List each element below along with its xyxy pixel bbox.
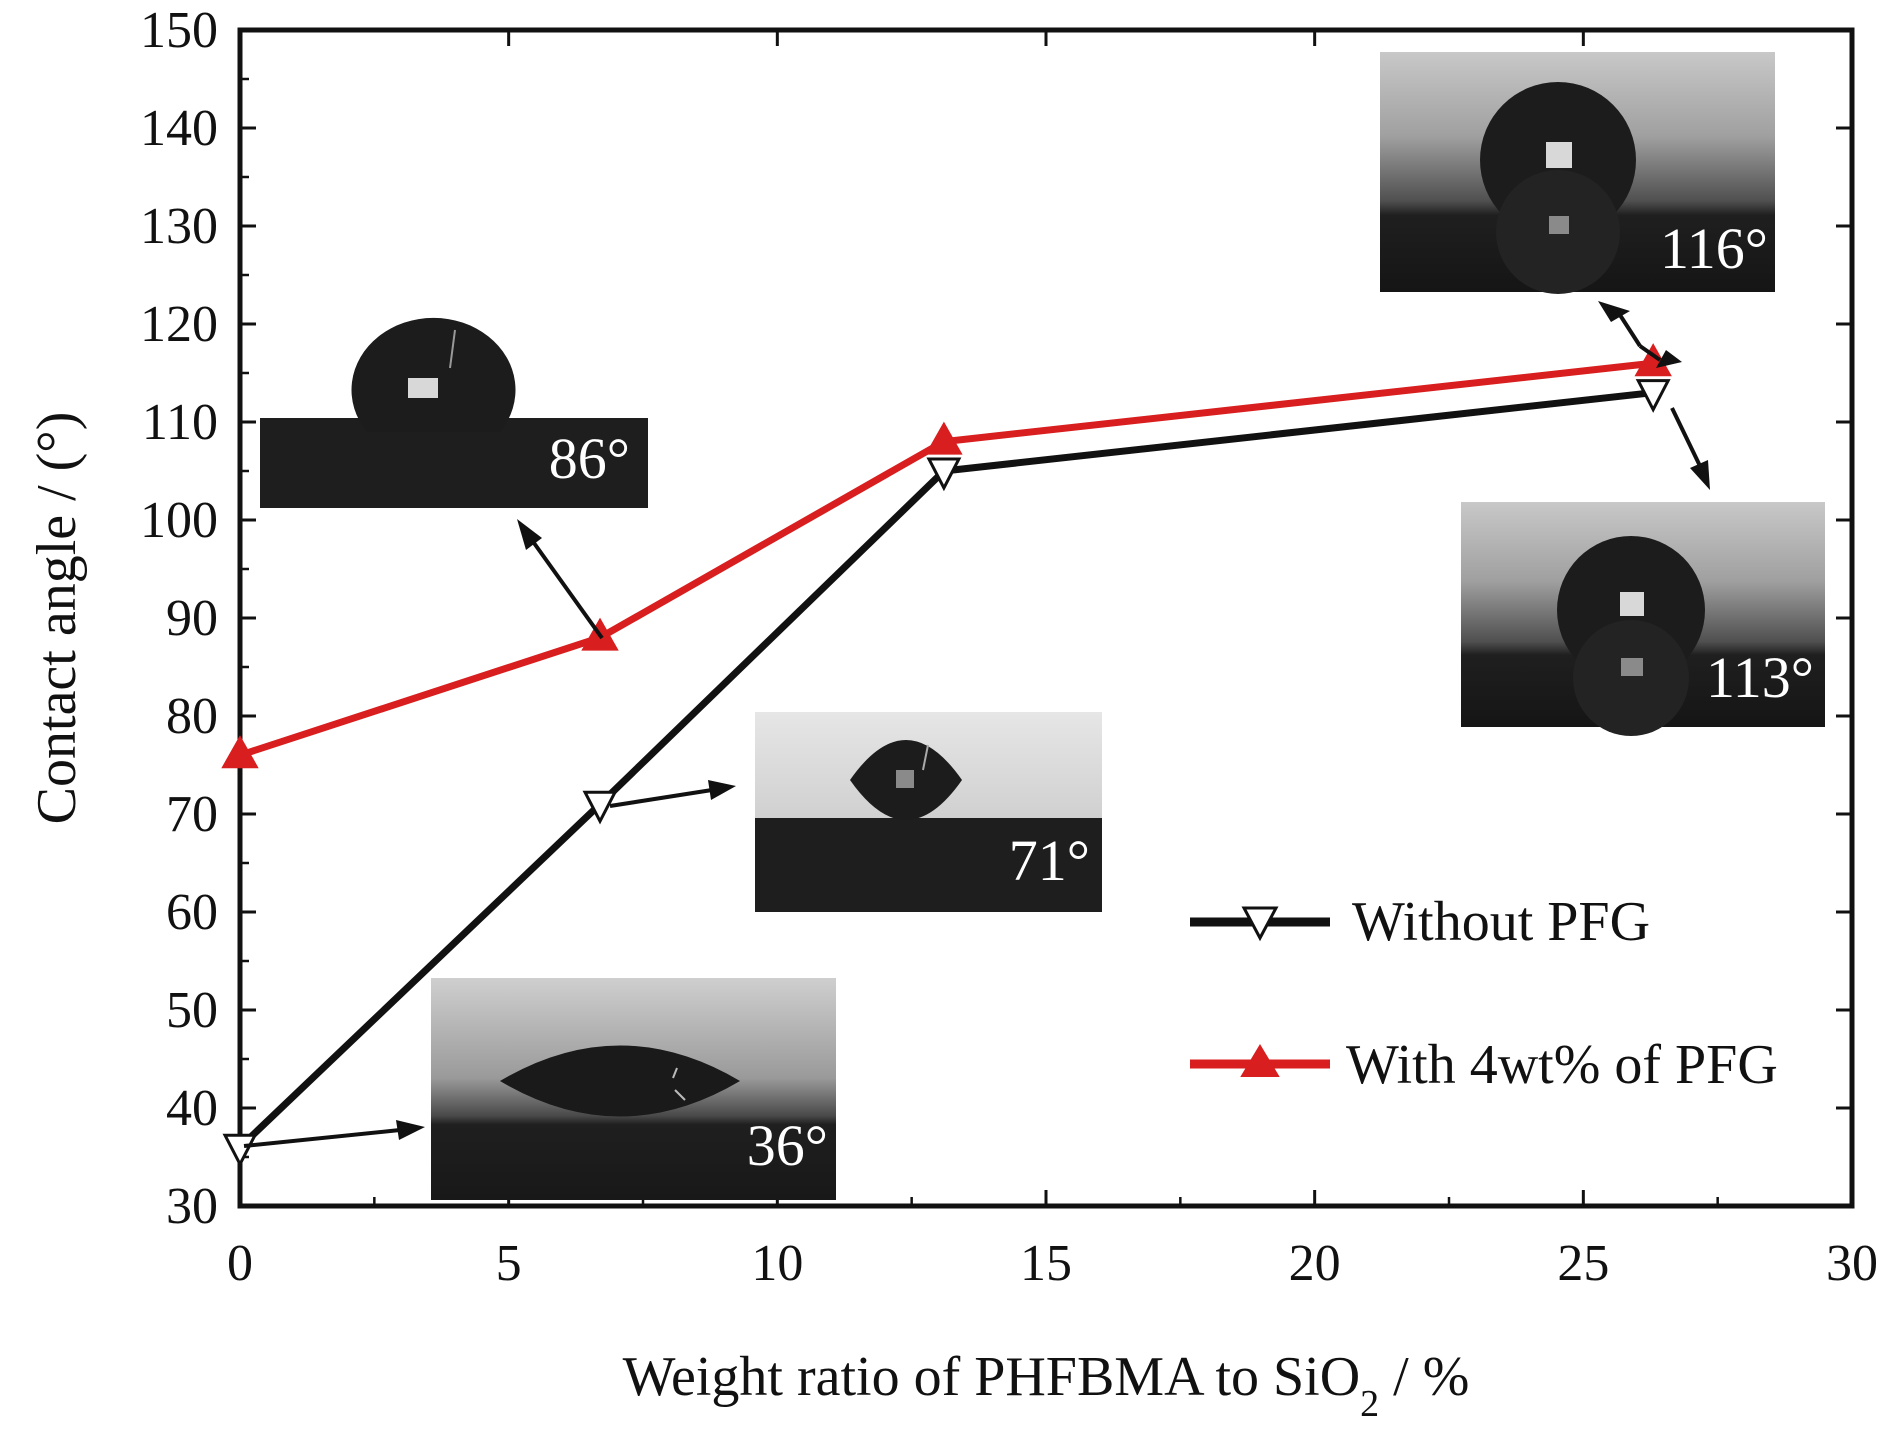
point-without-pfg	[582, 790, 618, 825]
legend-item-without-pfg: Without PFG	[1190, 891, 1650, 953]
angle-label-36: 36°	[747, 1113, 828, 1178]
angle-label-113: 113°	[1706, 645, 1814, 710]
point-without-pfg	[1635, 379, 1671, 413]
x-tick-label: 10	[751, 1235, 803, 1292]
angle-label-116: 116°	[1660, 216, 1768, 281]
y-tick-label: 110	[142, 394, 218, 451]
legend-item-with-pfg: With 4wt% of PFG	[1190, 1034, 1778, 1096]
y-tick-label: 140	[140, 100, 218, 157]
y-tick-label: 120	[140, 296, 218, 353]
annotation-arrows	[243, 301, 1710, 1148]
x-tick-label: 30	[1826, 1235, 1878, 1292]
droplet-image-113: 113°	[1461, 502, 1825, 736]
arrow-86	[517, 519, 604, 640]
x-tick-label: 15	[1020, 1235, 1072, 1292]
legend: Without PFG With 4wt% of PFG	[1190, 891, 1778, 1096]
y-tick-label: 90	[166, 590, 218, 647]
x-axis-title: Weight ratio of PHFBMA to SiO2 / %	[623, 1346, 1470, 1425]
x-axis-ticks: 0 5 10 15 20 25 30	[227, 30, 1878, 1292]
y-tick-label: 150	[140, 2, 218, 59]
y-tick-label: 50	[166, 982, 218, 1039]
arrow-71	[609, 780, 736, 808]
point-without-pfg	[926, 457, 962, 492]
point-without-pfg	[222, 1133, 258, 1168]
y-tick-label: 130	[140, 198, 218, 255]
y-tick-label: 80	[166, 688, 218, 745]
legend-label-without-pfg: Without PFG	[1352, 891, 1650, 953]
point-with-pfg	[925, 421, 963, 455]
droplet-image-71: 71°	[755, 712, 1102, 912]
arrow-116	[1598, 301, 1682, 368]
angle-label-86: 86°	[549, 426, 630, 491]
y-tick-label: 30	[166, 1178, 218, 1235]
droplet-image-116: 116°	[1380, 52, 1775, 294]
y-tick-label: 70	[166, 786, 218, 843]
legend-label-with-pfg: With 4wt% of PFG	[1346, 1034, 1778, 1096]
droplet-image-86: 86°	[260, 300, 648, 508]
y-tick-label: 100	[140, 492, 218, 549]
arrow-36	[243, 1120, 425, 1148]
point-with-pfg	[221, 735, 259, 769]
y-axis-title: Contact angle / (°)	[26, 412, 88, 825]
x-tick-label: 5	[496, 1235, 522, 1292]
x-tick-label: 25	[1557, 1235, 1609, 1292]
y-tick-label: 60	[166, 884, 218, 941]
droplet-image-36: 36°	[431, 978, 836, 1200]
angle-label-71: 71°	[1009, 828, 1090, 893]
x-tick-label: 20	[1289, 1235, 1341, 1292]
y-tick-label: 40	[166, 1080, 218, 1137]
y-axis-ticks: 30 40 50 60 70 80 90 100 110 120 130 140 150	[140, 2, 1852, 1235]
x-tick-label: 0	[227, 1235, 253, 1292]
arrow-113	[1670, 407, 1710, 490]
series-line-1	[238, 359, 1654, 759]
series-line-0	[237, 389, 1654, 1150]
